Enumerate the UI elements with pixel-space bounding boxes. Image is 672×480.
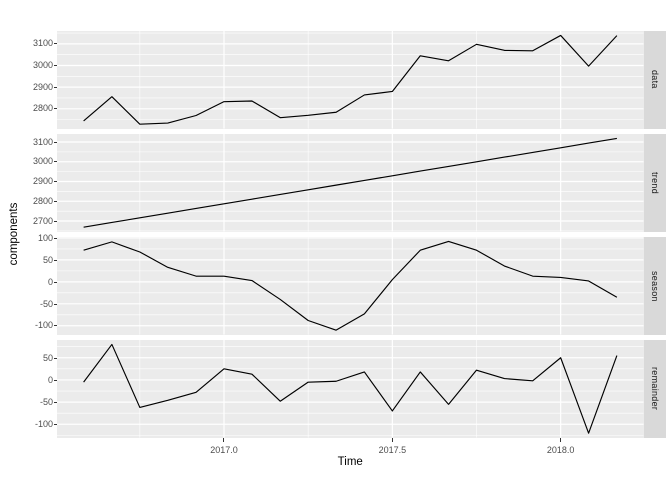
y-tick-mark bbox=[53, 141, 57, 143]
x-tick-label: 2017.5 bbox=[378, 445, 407, 456]
y-axis-title: components bbox=[8, 203, 20, 266]
y-tick-label: 50 bbox=[42, 254, 53, 265]
y-tick-label: 3100 bbox=[32, 136, 53, 147]
y-tick-label: -100 bbox=[34, 320, 53, 331]
y-tick-mark bbox=[53, 325, 57, 327]
y-tick-mark bbox=[53, 379, 57, 381]
x-tick-mark bbox=[223, 437, 225, 443]
y-tick-mark bbox=[53, 43, 57, 45]
y-tick-mark bbox=[53, 303, 57, 305]
y-tick-label: 2700 bbox=[32, 215, 53, 226]
x-tick-label: 2017.0 bbox=[210, 445, 238, 456]
facet-panel-trend bbox=[57, 134, 644, 232]
facet-strip-remainder: remainder bbox=[643, 340, 666, 438]
y-tick-mark bbox=[53, 161, 57, 163]
panel-svg-remainder bbox=[57, 340, 644, 438]
panel-svg-data bbox=[57, 31, 644, 129]
facet-panel-remainder bbox=[57, 340, 644, 438]
series-line-season bbox=[83, 241, 618, 331]
y-tick-mark bbox=[53, 259, 57, 261]
y-tick-label: 0 bbox=[47, 276, 53, 287]
x-tick-mark bbox=[560, 437, 562, 443]
y-tick-mark bbox=[53, 65, 57, 67]
panel-svg-trend bbox=[57, 134, 644, 232]
series-line-data bbox=[83, 34, 618, 125]
y-tick-mark bbox=[53, 200, 57, 202]
y-tick-mark bbox=[53, 181, 57, 183]
y-tick-mark bbox=[53, 220, 57, 222]
y-tick-mark bbox=[53, 424, 57, 426]
y-tick-label: 2900 bbox=[32, 176, 53, 187]
x-tick-mark bbox=[391, 437, 393, 443]
y-tick-label: 2900 bbox=[32, 81, 53, 92]
facet-strip-data: data bbox=[643, 31, 666, 129]
y-tick-mark bbox=[53, 281, 57, 283]
facet-panel-data bbox=[57, 31, 644, 129]
y-tick-label: -50 bbox=[39, 298, 53, 309]
facet-strip-label: data bbox=[649, 70, 660, 90]
y-tick-mark bbox=[53, 108, 57, 110]
facet-strip-season: season bbox=[643, 237, 666, 335]
y-tick-label: 100 bbox=[37, 232, 53, 243]
y-tick-label: -50 bbox=[39, 396, 53, 407]
y-tick-mark bbox=[53, 86, 57, 88]
y-tick-label: 2800 bbox=[32, 103, 53, 114]
y-tick-mark bbox=[53, 357, 57, 359]
facet-panel-season bbox=[57, 237, 644, 335]
y-tick-label: 50 bbox=[42, 352, 53, 363]
y-tick-label: -100 bbox=[34, 419, 53, 430]
facet-strip-label: remainder bbox=[649, 367, 660, 411]
y-tick-label: 3000 bbox=[32, 156, 53, 167]
y-tick-mark bbox=[53, 237, 57, 239]
facet-strip-trend: trend bbox=[643, 134, 666, 232]
panel-svg-season bbox=[57, 237, 644, 335]
facet-strip-label: trend bbox=[649, 171, 660, 194]
y-tick-label: 3100 bbox=[32, 38, 53, 49]
x-axis-title: Time bbox=[337, 455, 363, 468]
x-tick-label: 2018.0 bbox=[546, 445, 575, 456]
y-tick-label: 0 bbox=[47, 374, 53, 385]
series-line-remainder bbox=[83, 344, 618, 435]
y-tick-mark bbox=[53, 401, 57, 403]
facet-strip-label: season bbox=[649, 270, 660, 302]
y-tick-label: 3000 bbox=[32, 60, 53, 71]
y-tick-label: 2800 bbox=[32, 195, 53, 206]
series-line-trend bbox=[83, 137, 617, 228]
